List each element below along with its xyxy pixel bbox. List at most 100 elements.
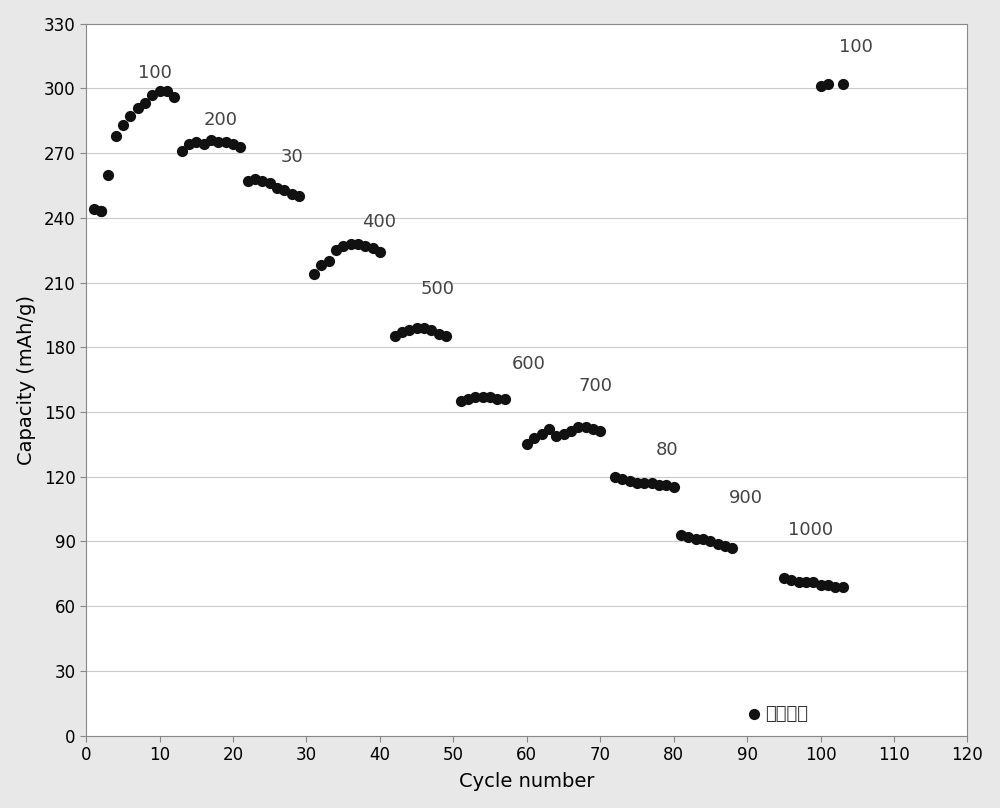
Point [423,323,439,336]
Point [394,326,410,339]
Point [115,119,131,132]
Point [100,168,116,181]
Point [328,244,344,257]
Point [431,328,447,341]
Point [688,532,704,545]
Point [343,238,359,250]
Point [835,580,851,593]
Point [534,427,550,440]
Point [453,395,469,408]
Point [497,393,513,406]
Text: 80: 80 [655,441,678,460]
Point [475,390,491,403]
Point [614,473,630,486]
Point [254,175,270,187]
Point [783,574,799,587]
Point [695,532,711,545]
Point [401,323,417,336]
Point [247,173,263,186]
Point [203,133,219,146]
Point [798,576,814,589]
Point [152,84,168,97]
Point [144,88,160,101]
Point [86,203,102,216]
Point [93,205,109,218]
Point [651,479,667,492]
Point [284,187,300,200]
Text: 充电容量: 充电容量 [765,705,808,723]
Point [805,576,821,589]
Point [629,477,645,490]
Text: 200: 200 [204,112,238,129]
Point [717,539,733,552]
Text: 900: 900 [729,489,763,507]
Point [636,477,652,490]
Point [365,242,381,255]
Point [130,101,146,114]
Point [181,138,197,151]
Point [622,474,638,487]
Text: 100: 100 [138,64,171,82]
Point [467,390,483,403]
Point [813,578,829,591]
Point [313,259,329,271]
Point [291,190,307,203]
Point [108,129,124,142]
Point [827,580,843,593]
Point [225,138,241,151]
Point [820,78,836,90]
Point [240,175,256,187]
Point [210,136,226,149]
Point [592,425,608,438]
Point [416,322,432,335]
Point [372,246,388,259]
Point [306,267,322,280]
Point [93,205,109,218]
Point [460,393,476,406]
Point [489,393,505,406]
Text: 1000: 1000 [788,521,833,539]
Point [335,239,351,252]
Point [666,481,682,494]
Point [159,84,175,97]
Point [578,421,594,434]
Point [658,479,674,492]
Point [409,322,425,335]
Text: 600: 600 [512,356,546,373]
Text: 700: 700 [578,377,612,395]
Point [644,477,660,490]
Text: 100: 100 [839,38,873,56]
Point [746,708,762,721]
Point [724,541,740,554]
Point [835,78,851,90]
Point [137,97,153,110]
Point [350,238,366,250]
Point [820,578,836,591]
Point [262,177,278,190]
X-axis label: Cycle number: Cycle number [459,772,595,791]
Point [519,438,535,451]
Text: 500: 500 [420,280,454,297]
Point [357,239,373,252]
Point [122,110,138,123]
Point [702,535,718,548]
Point [174,145,190,158]
Point [218,136,234,149]
Point [166,90,182,103]
Point [570,421,586,434]
Point [188,136,204,149]
Point [276,183,292,196]
Point [196,138,212,151]
Point [791,576,807,589]
Point [387,330,403,343]
Point [813,80,829,93]
Text: 400: 400 [362,213,396,231]
Point [232,140,248,153]
Point [563,425,579,438]
Point [607,470,623,483]
Point [710,537,726,550]
Text: 30: 30 [281,148,304,166]
Y-axis label: Capacity (mAh/g): Capacity (mAh/g) [17,295,36,465]
Point [269,181,285,194]
Point [585,423,601,436]
